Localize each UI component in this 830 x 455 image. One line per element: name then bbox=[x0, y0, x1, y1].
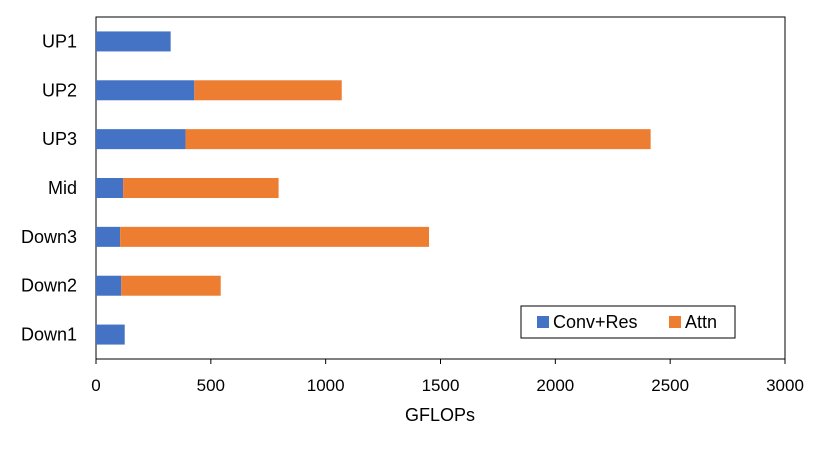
x-tick-label: 1000 bbox=[307, 376, 345, 395]
x-tick-label: 0 bbox=[91, 376, 100, 395]
legend-label-conv-res: Conv+Res bbox=[553, 312, 638, 332]
category-label-up2: UP2 bbox=[42, 80, 77, 100]
legend-swatch-attn bbox=[669, 316, 681, 328]
x-tick-label: 2500 bbox=[651, 376, 689, 395]
category-label-up3: UP3 bbox=[42, 129, 77, 149]
legend-swatch-conv-res bbox=[537, 316, 549, 328]
bar-down3-conv-res bbox=[96, 226, 121, 247]
bar-down1-conv-res bbox=[96, 324, 125, 345]
bars-layer bbox=[96, 31, 651, 345]
bar-down2-attn bbox=[121, 275, 221, 296]
bar-down3-attn bbox=[120, 226, 430, 247]
legend-label-attn: Attn bbox=[685, 312, 717, 332]
x-tick-label: 1500 bbox=[422, 376, 460, 395]
bar-up2-conv-res bbox=[96, 80, 195, 101]
legend-frame bbox=[520, 305, 736, 339]
bar-up1-conv-res bbox=[96, 31, 171, 52]
category-label-down1: Down1 bbox=[21, 325, 77, 345]
category-label-up1: UP1 bbox=[42, 31, 77, 51]
bar-down2-conv-res bbox=[96, 275, 122, 296]
category-labels: UP1 UP2 UP3 Mid Down3 Down2 Down1 bbox=[21, 31, 77, 344]
x-tick-label: 2000 bbox=[536, 376, 574, 395]
category-label-mid: Mid bbox=[48, 178, 77, 198]
category-label-down2: Down2 bbox=[21, 276, 77, 296]
x-tick-label: 3000 bbox=[766, 376, 804, 395]
bar-up3-attn bbox=[185, 129, 651, 150]
x-axis-ticks: 0 500 1000 1500 2000 2500 3000 bbox=[91, 359, 804, 395]
bar-up3-conv-res bbox=[96, 129, 186, 150]
bar-up2-attn bbox=[194, 80, 342, 101]
x-tick-label: 500 bbox=[197, 376, 225, 395]
legend: Conv+Res Attn bbox=[520, 305, 736, 339]
bar-mid-conv-res bbox=[96, 178, 124, 198]
x-axis-title: GFLOPs bbox=[405, 405, 475, 425]
bar-mid-attn bbox=[123, 178, 279, 198]
category-label-down3: Down3 bbox=[21, 227, 77, 247]
